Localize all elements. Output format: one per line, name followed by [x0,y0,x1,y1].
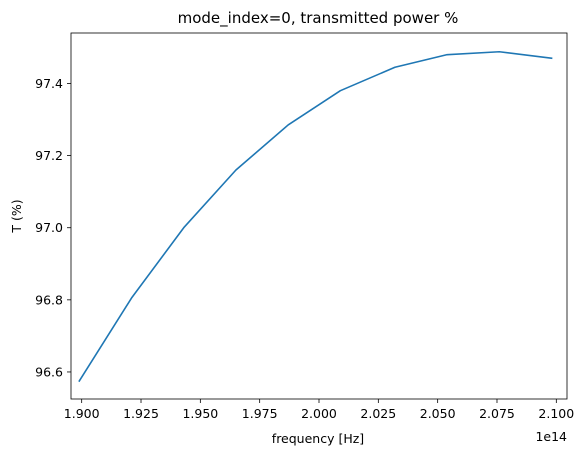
x-tick-label: 2.100 [538,406,574,421]
x-axis-offset-label: 1e14 [535,429,567,444]
y-axis-label: T (%) [9,199,24,233]
plot-area-frame [70,32,568,400]
series-line-0 [78,50,553,383]
y-tick-label: 97.4 [35,76,63,91]
x-tick-label: 1.975 [242,406,278,421]
y-tick-label: 97.0 [35,220,63,235]
x-tick-label: 1.900 [64,406,100,421]
x-tick-label: 1.925 [123,406,159,421]
x-tick-label: 2.000 [301,406,337,421]
y-tick-label: 96.6 [35,364,63,379]
x-tick-label: 2.050 [420,406,456,421]
y-tick-label: 96.8 [35,292,63,307]
x-tick-label: 2.075 [479,406,515,421]
x-tick-label: 2.025 [360,406,396,421]
y-tick-label: 97.2 [35,148,63,163]
x-tick-label: 1.950 [182,406,218,421]
chart-title: mode_index=0, transmitted power % [178,9,459,28]
x-axis-label: frequency [Hz] [272,431,364,446]
